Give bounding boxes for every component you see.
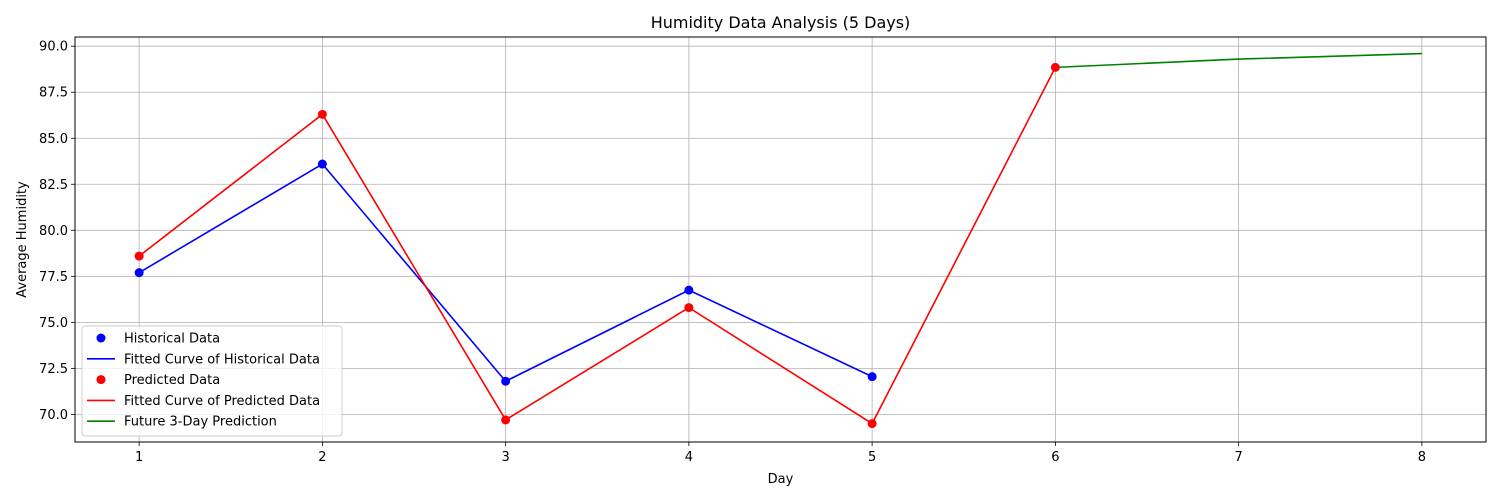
data-point-0 [501, 376, 511, 386]
legend-item: Future 3-Day Prediction [87, 415, 277, 430]
data-point-0 [134, 268, 144, 278]
legend-label: Future 3-Day Prediction [124, 415, 277, 430]
axes-ticks: 1 2 3 4 5 6 7 8 70.0 72.5 75.0 77.5 80.0 82.5 85.0 87.5… [39, 40, 1426, 465]
data-point-2 [134, 251, 144, 261]
x-tick-label: 5 [868, 450, 876, 465]
x-tick-label: 4 [685, 450, 693, 465]
legend: Historical Data Fitted Curve of Historica… [81, 325, 343, 437]
legend-label: Historical Data [124, 332, 220, 347]
x-tick-label: 7 [1234, 450, 1242, 465]
series-line-4 [1055, 52, 1422, 69]
x-tick-label: 1 [135, 450, 143, 465]
y-tick-label: 87.5 [39, 86, 68, 101]
y-tick-label: 72.5 [39, 362, 68, 377]
data-point-2 [317, 109, 327, 119]
data-point-0 [317, 159, 327, 169]
y-axis-title: Average Humidity [15, 181, 30, 298]
y-tick-label: 85.0 [39, 132, 68, 147]
legend-item: Fitted Curve of Predicted Data [87, 394, 320, 409]
x-tick-label: 6 [1051, 450, 1059, 465]
plot-frame [74, 36, 1487, 443]
grid [75, 37, 1486, 442]
y-tick-label: 80.0 [39, 224, 68, 239]
legend-item: Fitted Curve of Historical Data [87, 352, 320, 367]
y-tick-label: 77.5 [39, 270, 68, 285]
data-point-2 [684, 303, 694, 313]
y-tick-label: 90.0 [39, 40, 68, 55]
y-tick-label: 82.5 [39, 178, 68, 193]
x-tick-label: 2 [318, 450, 326, 465]
legend-item: Predicted Data [96, 373, 220, 388]
plot-series [134, 52, 1422, 429]
data-point-0 [867, 372, 877, 382]
legend-label: Predicted Data [124, 373, 220, 388]
x-tick-label: 8 [1418, 450, 1426, 465]
chart-title: Humidity Data Analysis (5 Days) [651, 13, 911, 32]
legend-marker [96, 333, 106, 343]
data-point-0 [684, 285, 694, 295]
data-point-2 [501, 415, 511, 425]
y-tick-label: 70.0 [39, 408, 68, 423]
legend-box [81, 325, 343, 437]
legend-label: Fitted Curve of Historical Data [124, 352, 320, 367]
series-line-3 [138, 67, 1057, 425]
x-axis-title: Day [768, 472, 794, 487]
y-tick-label: 75.0 [39, 316, 68, 331]
data-point-2 [1050, 62, 1060, 72]
legend-label: Fitted Curve of Predicted Data [124, 394, 320, 409]
data-point-2 [867, 419, 877, 429]
legend-marker [96, 375, 106, 385]
legend-item: Historical Data [96, 332, 220, 347]
x-tick-label: 3 [501, 450, 509, 465]
